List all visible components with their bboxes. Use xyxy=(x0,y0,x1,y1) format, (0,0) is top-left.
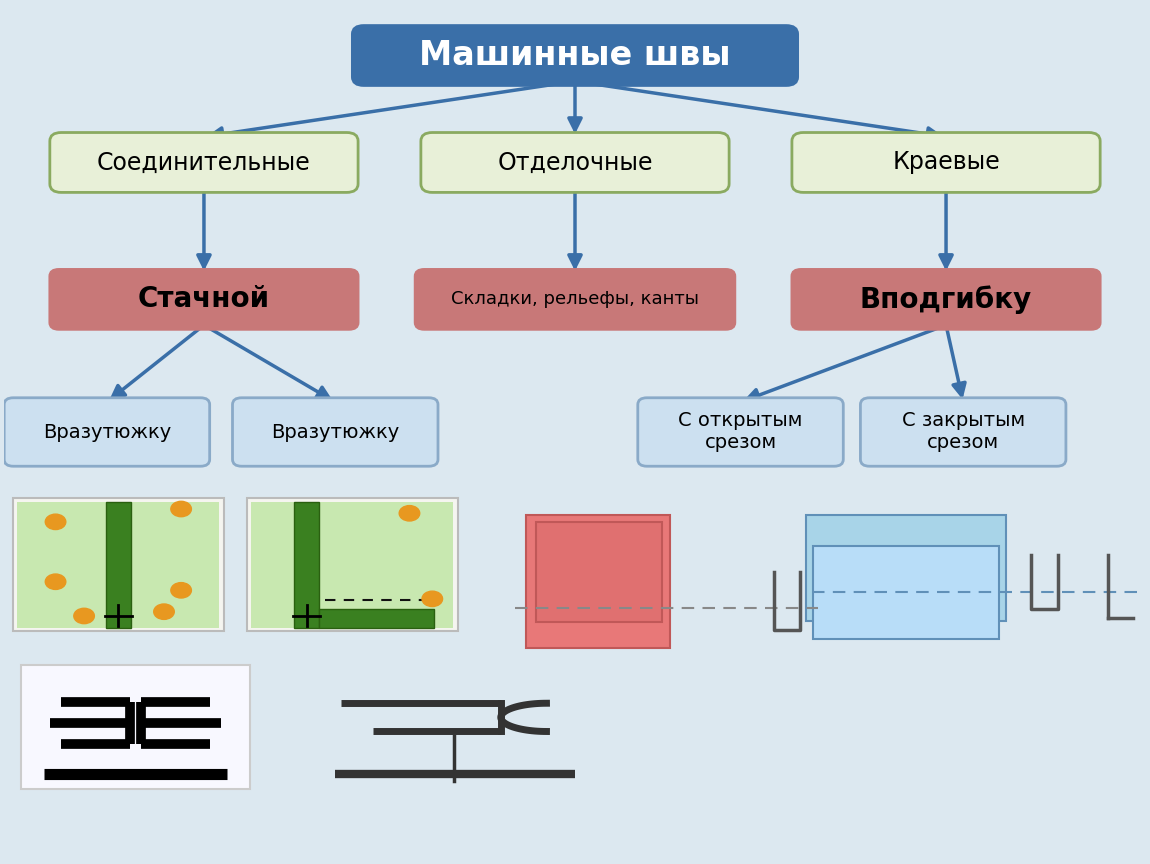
Circle shape xyxy=(171,501,191,517)
FancyBboxPatch shape xyxy=(536,522,662,621)
FancyBboxPatch shape xyxy=(13,499,224,631)
FancyBboxPatch shape xyxy=(5,397,209,467)
FancyBboxPatch shape xyxy=(49,132,358,193)
Text: Складки, рельефы, канты: Складки, рельефы, канты xyxy=(451,290,699,308)
FancyBboxPatch shape xyxy=(17,502,220,627)
FancyBboxPatch shape xyxy=(22,665,250,789)
Circle shape xyxy=(45,514,66,530)
FancyBboxPatch shape xyxy=(247,499,458,631)
Text: Краевые: Краевые xyxy=(892,150,999,175)
FancyBboxPatch shape xyxy=(106,502,131,627)
FancyBboxPatch shape xyxy=(294,502,320,627)
Text: Вподгибку: Вподгибку xyxy=(860,285,1033,314)
FancyBboxPatch shape xyxy=(792,270,1101,329)
Text: Отделочные: Отделочные xyxy=(497,150,653,175)
Circle shape xyxy=(399,505,420,521)
FancyBboxPatch shape xyxy=(320,609,434,627)
Text: Стачной: Стачной xyxy=(138,285,270,314)
FancyBboxPatch shape xyxy=(49,270,358,329)
FancyBboxPatch shape xyxy=(352,26,798,86)
Text: Соединительные: Соединительные xyxy=(97,150,310,175)
Text: С открытым
срезом: С открытым срезом xyxy=(678,411,803,453)
FancyBboxPatch shape xyxy=(813,546,999,639)
FancyBboxPatch shape xyxy=(415,270,735,329)
Text: С закрытым
срезом: С закрытым срезом xyxy=(902,411,1025,453)
Text: Вразутюжку: Вразутюжку xyxy=(271,422,399,442)
FancyBboxPatch shape xyxy=(806,516,1006,621)
FancyBboxPatch shape xyxy=(638,397,843,467)
Circle shape xyxy=(422,591,443,607)
FancyBboxPatch shape xyxy=(860,397,1066,467)
FancyBboxPatch shape xyxy=(792,132,1101,193)
FancyBboxPatch shape xyxy=(527,516,670,648)
FancyBboxPatch shape xyxy=(252,502,453,627)
FancyBboxPatch shape xyxy=(232,397,438,467)
Circle shape xyxy=(45,574,66,589)
Text: Вразутюжку: Вразутюжку xyxy=(43,422,171,442)
Circle shape xyxy=(74,608,94,624)
FancyBboxPatch shape xyxy=(421,132,729,193)
Circle shape xyxy=(171,582,191,598)
Text: Машинные швы: Машинные швы xyxy=(420,39,730,72)
Circle shape xyxy=(154,604,175,619)
